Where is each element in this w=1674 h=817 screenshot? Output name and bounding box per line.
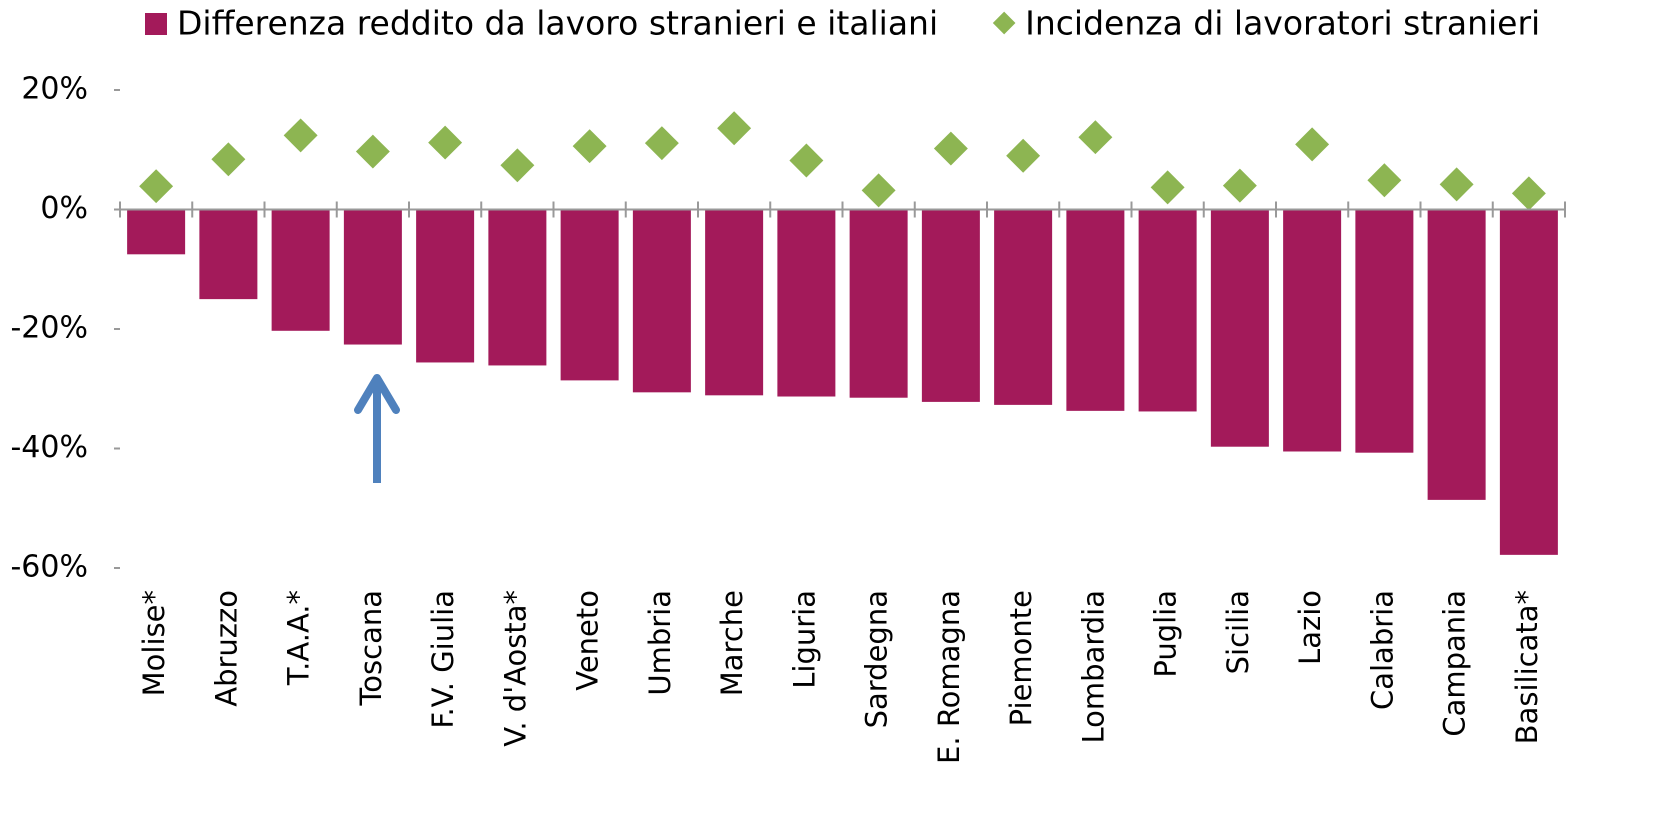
bar (994, 209, 1053, 405)
diamond-marker (283, 118, 318, 153)
bar (705, 209, 764, 396)
bar (1283, 209, 1342, 452)
bar (560, 209, 619, 381)
bar (1355, 209, 1414, 453)
diamond-marker (717, 111, 752, 146)
diamond-marker (211, 142, 246, 177)
legend-swatch (992, 11, 1016, 35)
y-tick-label: 20% (21, 72, 88, 107)
x-tick-label: Calabria (1365, 590, 1399, 710)
bar (271, 209, 330, 331)
x-tick-label: Basilicata* (1510, 590, 1544, 744)
bar (416, 209, 475, 363)
x-tick-label: F.V. Giulia (426, 590, 460, 729)
x-tick-label: Puglia (1149, 590, 1183, 678)
bar (632, 209, 691, 393)
x-tick-label: Abruzzo (209, 590, 243, 707)
x-tick-label: Veneto (571, 590, 605, 691)
diamond-marker (572, 129, 607, 164)
x-tick-label: Lazio (1293, 590, 1327, 665)
x-tick-label: Piemonte (1004, 590, 1038, 726)
diamond-marker (355, 134, 390, 169)
x-tick-label: Lombardia (1076, 590, 1110, 743)
diamond-marker (1367, 163, 1402, 198)
diamond-marker (644, 126, 679, 161)
x-tick-label: Umbria (643, 590, 677, 696)
y-tick-label: -40% (10, 430, 88, 465)
diamond-marker (1439, 167, 1474, 202)
legend-label: Incidenza di lavoratori stranieri (1025, 4, 1540, 43)
legend-label: Differenza reddito da lavoro stranieri e… (177, 4, 938, 43)
diamond-marker (500, 148, 535, 183)
diamond-marker (933, 131, 968, 166)
x-tick-label: Liguria (787, 590, 821, 689)
x-tick-label: Molise* (137, 590, 171, 696)
diamond-marker (1222, 168, 1257, 203)
y-tick-label: 0% (40, 191, 88, 226)
bar (488, 209, 547, 366)
diamond-marker (789, 143, 824, 178)
bar (1210, 209, 1269, 447)
x-tick-label: Marche (715, 590, 749, 696)
x-tick-label: Campania (1438, 590, 1472, 737)
diamond-marker (1295, 127, 1330, 162)
legend-swatch (145, 13, 167, 35)
diamond-marker (1150, 170, 1185, 205)
x-tick-label: Sardegna (860, 590, 894, 728)
x-tick-label: T.A.A.* (282, 590, 316, 686)
bar (199, 209, 258, 300)
y-tick-label: -20% (10, 311, 88, 346)
y-tick-label: -60% (10, 550, 88, 585)
bar (1427, 209, 1486, 500)
diamond-marker (861, 173, 896, 208)
diamond-marker (1006, 138, 1041, 173)
bar (127, 209, 186, 255)
bar (777, 209, 836, 397)
x-tick-label: E. Romagna (932, 590, 966, 764)
diamond-marker (428, 125, 463, 160)
x-tick-label: V. d'Aosta* (498, 590, 532, 747)
bar (343, 209, 402, 345)
bar (1066, 209, 1125, 411)
x-tick-label: Sicilia (1221, 590, 1255, 674)
arrow-head (354, 374, 400, 414)
diamond-marker (1078, 120, 1113, 155)
bar (1138, 209, 1197, 412)
bar (849, 209, 908, 398)
bar (1499, 209, 1558, 555)
x-tick-label: Toscana (354, 590, 388, 707)
diamond-marker (139, 169, 174, 204)
bar (921, 209, 980, 402)
diamond-marker (1511, 176, 1546, 211)
